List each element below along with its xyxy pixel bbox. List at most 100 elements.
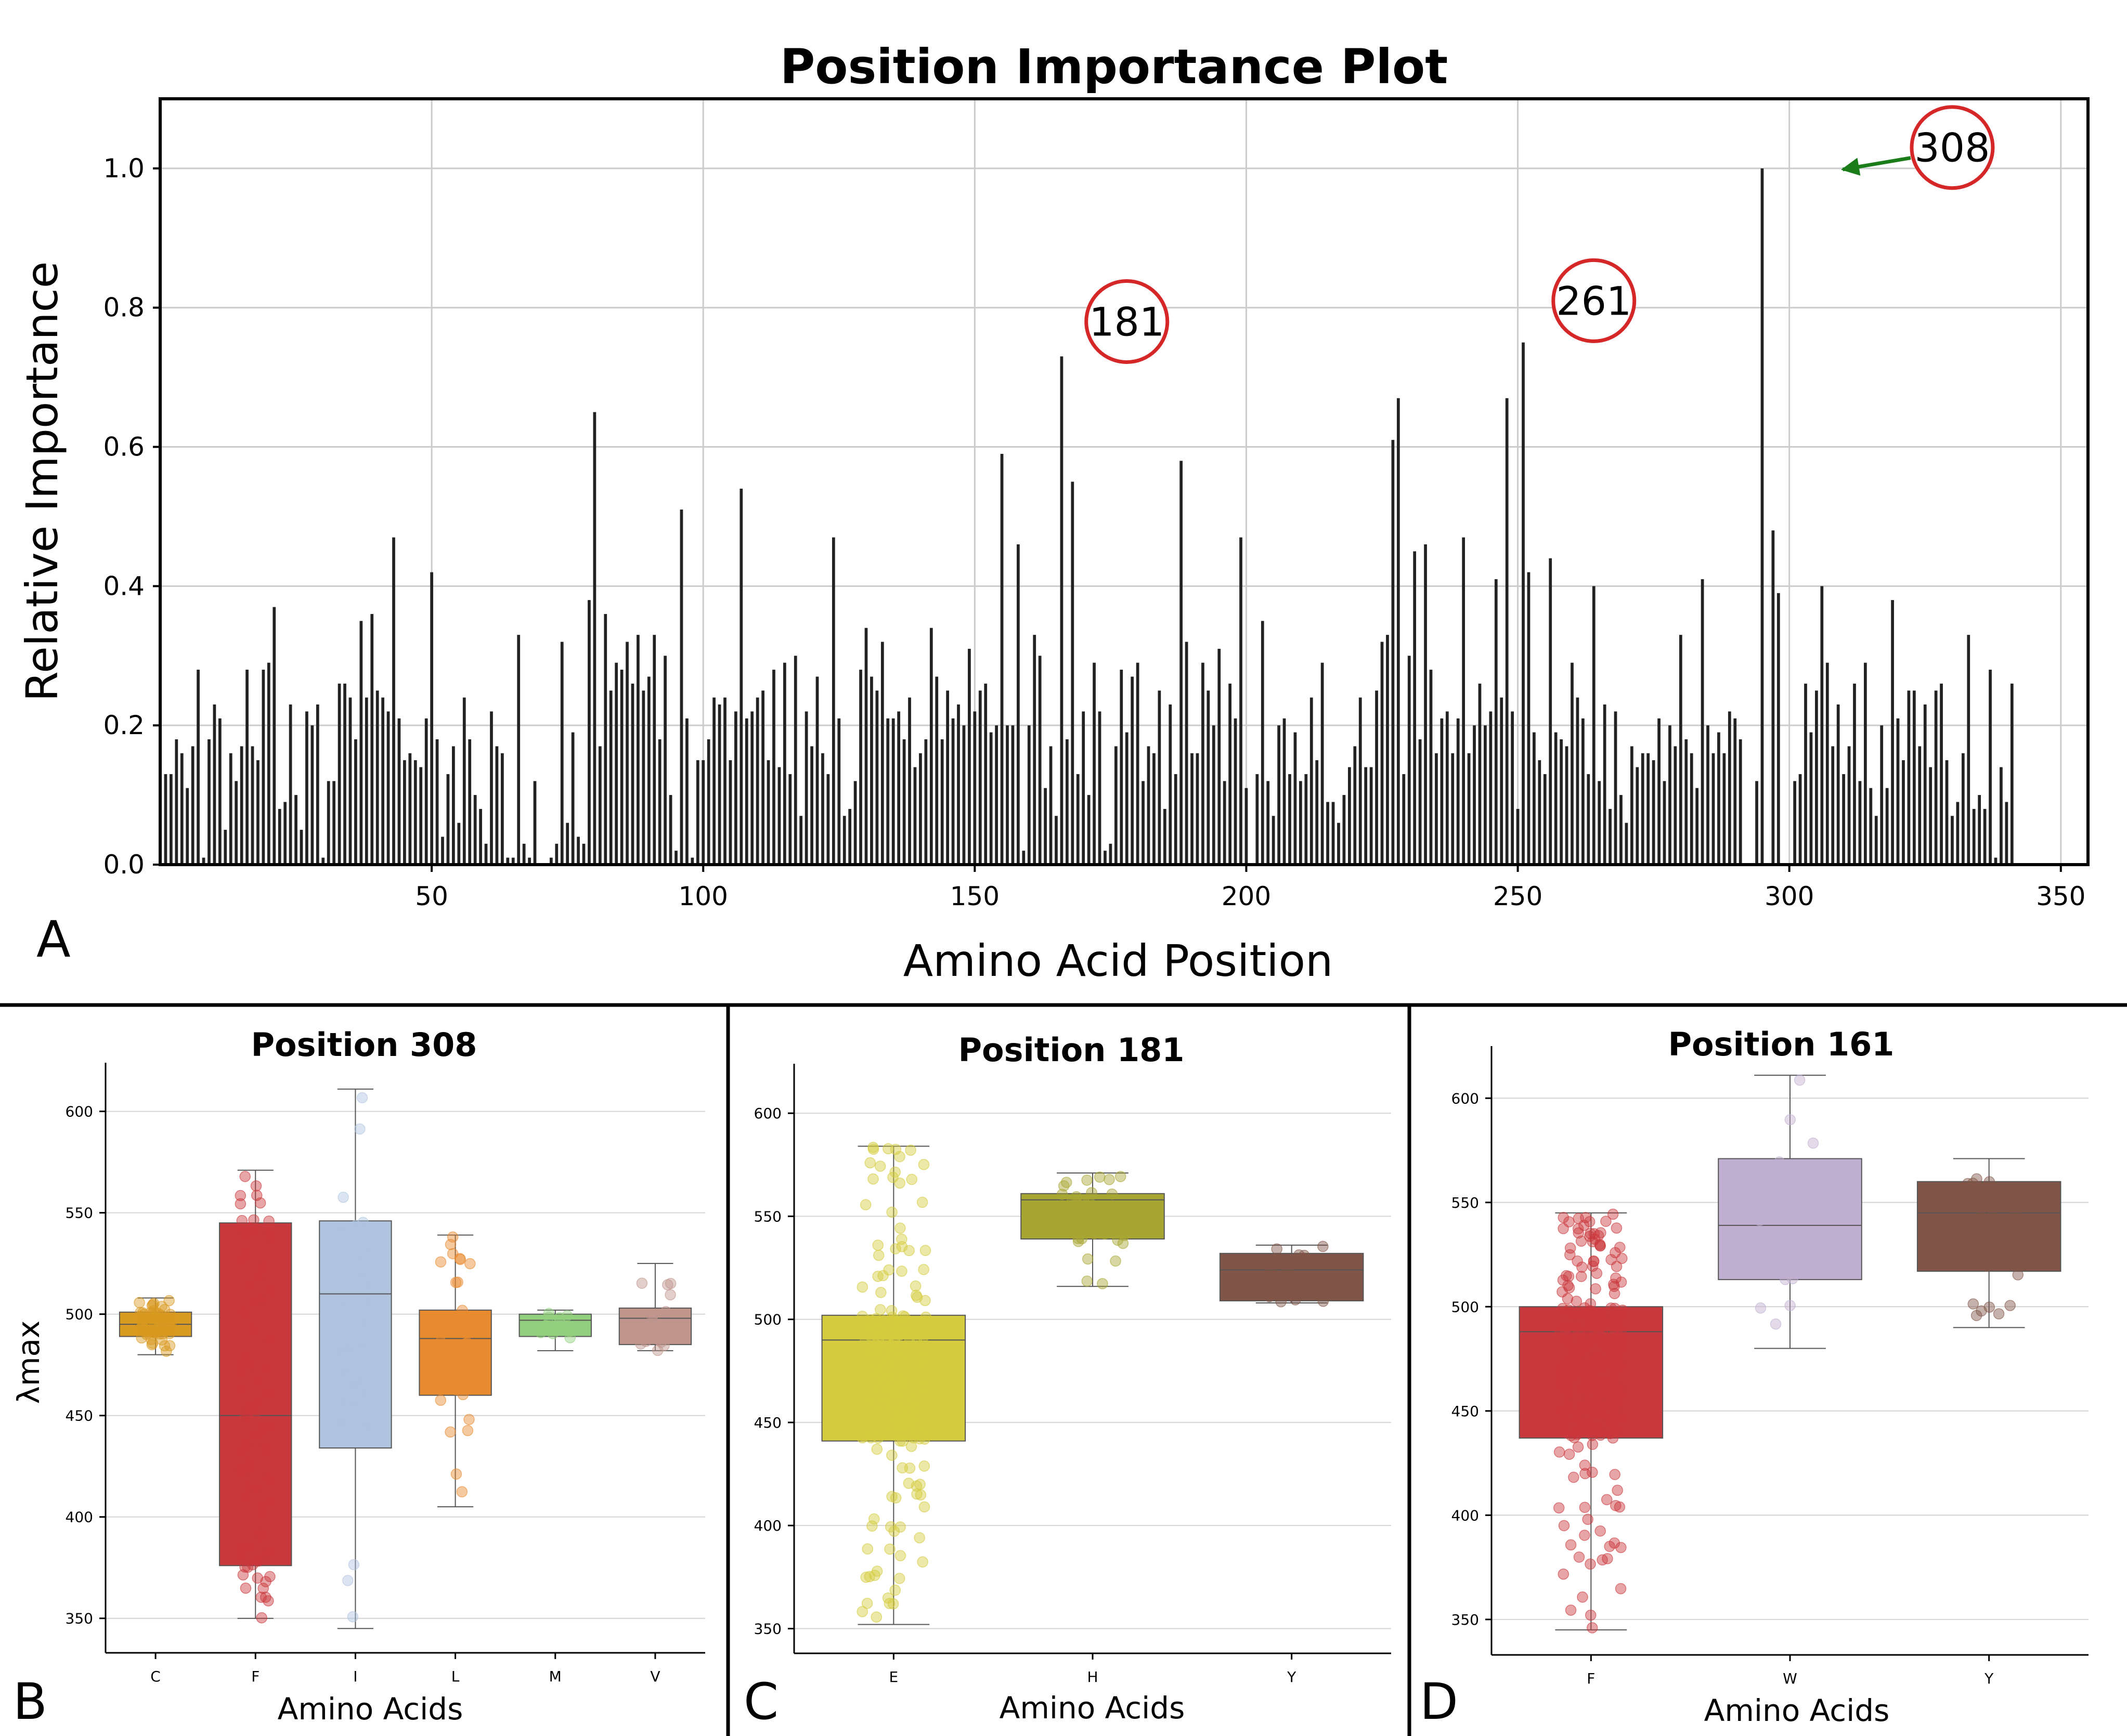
data-point xyxy=(914,1532,925,1544)
data-point xyxy=(875,1287,887,1298)
importance-bar xyxy=(452,746,455,865)
y-tick-label: 500 xyxy=(754,1311,782,1328)
importance-bar xyxy=(799,816,803,865)
data-point xyxy=(252,1556,264,1567)
data-point xyxy=(254,1272,265,1283)
importance-bar xyxy=(1027,725,1031,865)
data-point xyxy=(1560,1334,1571,1346)
importance-bar xyxy=(577,837,580,865)
data-point xyxy=(1594,1525,1606,1537)
panel-c-title: Position 181 xyxy=(958,1031,1185,1069)
data-point xyxy=(1577,1591,1588,1603)
importance-bar xyxy=(935,676,939,865)
importance-bar xyxy=(560,642,564,865)
importance-bar xyxy=(897,711,901,865)
data-point xyxy=(1754,1215,1766,1226)
data-point xyxy=(1778,1230,1790,1241)
data-point xyxy=(264,1476,276,1487)
data-point xyxy=(441,1322,453,1334)
data-point xyxy=(456,1486,468,1498)
importance-bar xyxy=(457,823,461,865)
data-point xyxy=(455,1339,466,1351)
data-point xyxy=(857,1310,868,1322)
importance-bar xyxy=(1071,481,1074,865)
data-point xyxy=(145,1334,157,1346)
importance-bar xyxy=(664,656,667,865)
data-point xyxy=(869,1412,881,1424)
importance-bar xyxy=(1000,453,1004,865)
importance-bar xyxy=(908,697,911,865)
data-point xyxy=(1563,1448,1575,1460)
importance-bar xyxy=(1440,718,1444,865)
data-point xyxy=(1986,1210,1998,1222)
data-point xyxy=(1564,1242,1576,1254)
data-point xyxy=(1086,1200,1098,1211)
x-tick-label: 350 xyxy=(2036,881,2085,911)
importance-bar xyxy=(1625,823,1628,865)
data-point xyxy=(1563,1304,1574,1316)
data-point xyxy=(886,1206,898,1218)
data-point xyxy=(1579,1530,1590,1541)
importance-bar xyxy=(832,537,835,865)
data-point xyxy=(1275,1296,1287,1308)
importance-bar xyxy=(1142,781,1145,865)
data-point xyxy=(1565,1604,1577,1616)
data-point xyxy=(1582,1513,1593,1525)
data-point xyxy=(1614,1501,1626,1513)
importance-bar xyxy=(1516,808,1520,865)
importance-bar xyxy=(593,412,596,865)
importance-bar xyxy=(642,690,645,865)
data-point xyxy=(1974,1212,1986,1224)
data-point xyxy=(1598,1338,1609,1350)
importance-bar xyxy=(338,683,341,865)
importance-bar xyxy=(1429,670,1433,865)
importance-bar xyxy=(1679,635,1682,865)
data-point xyxy=(918,1264,929,1275)
importance-bar xyxy=(289,704,292,865)
data-point xyxy=(1590,1283,1601,1295)
importance-bar xyxy=(354,739,357,865)
data-point xyxy=(449,1373,461,1385)
importance-bar xyxy=(1571,662,1574,865)
data-point xyxy=(1615,1276,1627,1288)
data-point xyxy=(255,1508,267,1520)
importance-bar xyxy=(1603,704,1606,865)
data-point xyxy=(873,1392,884,1404)
importance-bar xyxy=(1076,774,1080,865)
data-point xyxy=(918,1404,930,1416)
importance-bar xyxy=(685,718,689,865)
data-point xyxy=(1558,1418,1570,1429)
panel-b-y-axis-label: λmax xyxy=(11,1321,46,1404)
importance-bar xyxy=(815,676,819,865)
y-tick-label: 550 xyxy=(1451,1194,1479,1211)
importance-bar xyxy=(392,537,395,865)
importance-bar xyxy=(1538,760,1541,865)
data-point xyxy=(896,1233,907,1245)
data-point xyxy=(660,1306,672,1317)
callout-ring xyxy=(1910,105,1995,190)
data-point xyxy=(240,1492,251,1504)
data-point xyxy=(253,1376,265,1388)
importance-bar xyxy=(1462,537,1465,865)
importance-bar xyxy=(1163,808,1166,865)
data-point xyxy=(878,1315,890,1326)
importance-bar xyxy=(1576,697,1579,865)
importance-bar xyxy=(479,808,482,865)
data-point xyxy=(256,1261,268,1272)
data-point xyxy=(890,1143,902,1155)
data-point xyxy=(2000,1188,2012,1199)
importance-bar xyxy=(1549,558,1552,865)
data-point xyxy=(440,1362,452,1374)
data-point xyxy=(252,1572,264,1584)
importance-bar xyxy=(1272,816,1275,865)
importance-bar xyxy=(783,662,786,865)
data-point xyxy=(874,1160,886,1172)
importance-bar xyxy=(940,739,944,865)
data-point xyxy=(358,1386,369,1398)
importance-bar xyxy=(1304,774,1308,865)
data-point xyxy=(873,1324,885,1336)
importance-bar xyxy=(1347,767,1351,865)
data-point xyxy=(264,1495,276,1507)
importance-bar xyxy=(924,739,928,865)
importance-bar xyxy=(1581,718,1585,865)
